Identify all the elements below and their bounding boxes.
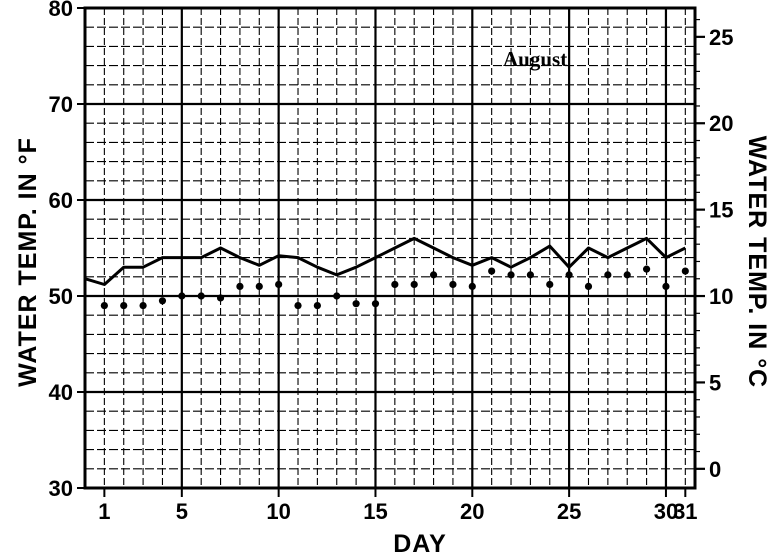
data-point: [100, 302, 108, 310]
y-left-tick-label: 60: [49, 188, 73, 213]
x-tick-label: 1: [98, 499, 110, 524]
data-point: [216, 294, 225, 302]
y-left-tick-label: 80: [49, 0, 73, 21]
y-right-tick-label: 25: [709, 25, 733, 50]
y-axis-title-left: WATER TEMP. IN °F: [14, 137, 42, 387]
data-point: [391, 280, 399, 289]
y-left-tick-label: 40: [49, 380, 73, 405]
data-point: [294, 302, 302, 310]
x-tick-label: 30: [654, 499, 678, 524]
y-left-tick-label: 30: [49, 476, 73, 501]
series: [84, 236, 689, 310]
x-tick-label: 15: [363, 499, 387, 524]
plot-frame: [83, 6, 697, 490]
data-point: [333, 292, 341, 300]
y-left-tick-label: 70: [49, 92, 73, 117]
data-point: [139, 302, 147, 310]
data-point: [371, 300, 380, 308]
data-point: [120, 302, 128, 310]
data-point: [546, 280, 554, 289]
y-left-tick-label: 50: [49, 284, 73, 309]
x-tick-label: 31: [673, 499, 697, 524]
data-point: [429, 271, 438, 279]
data-point: [255, 282, 263, 290]
tick-marks: [77, 7, 705, 497]
data-point: [410, 280, 418, 289]
data-point: [275, 280, 283, 289]
data-point: [158, 297, 167, 305]
y-right-tick-label: 15: [709, 198, 733, 223]
data-point: [565, 271, 573, 279]
data-point: [236, 282, 244, 290]
y-right-tick-label: 20: [709, 111, 733, 136]
data-point: [584, 282, 593, 290]
y-right-tick-label: 10: [709, 284, 733, 309]
data-point: [352, 300, 360, 308]
data-point: [642, 265, 651, 273]
month-label: August: [503, 47, 567, 71]
x-tick-label: 5: [176, 499, 188, 524]
data-point: [449, 280, 457, 289]
data-point: [313, 302, 321, 310]
data-point: [488, 267, 496, 275]
data-point: [197, 292, 205, 300]
data-point: [604, 271, 612, 279]
y-right-tick-label: 5: [709, 370, 721, 395]
x-axis-title: DAY: [393, 530, 447, 556]
data-point: [468, 282, 476, 290]
data-point: [623, 271, 631, 279]
y-axis-title-right: WATER TEMP. IN °C: [743, 136, 771, 388]
data-point: [507, 271, 515, 279]
x-tick-label: 25: [557, 499, 581, 524]
y-right-tick-label: 0: [709, 457, 721, 482]
x-tick-label: 10: [266, 499, 290, 524]
series-line-1: [84, 236, 686, 286]
data-point: [526, 271, 534, 279]
data-point: [681, 267, 689, 275]
data-point: [178, 292, 186, 300]
grid: [85, 8, 695, 488]
x-tick-label: 20: [460, 499, 484, 524]
data-point: [662, 282, 670, 290]
